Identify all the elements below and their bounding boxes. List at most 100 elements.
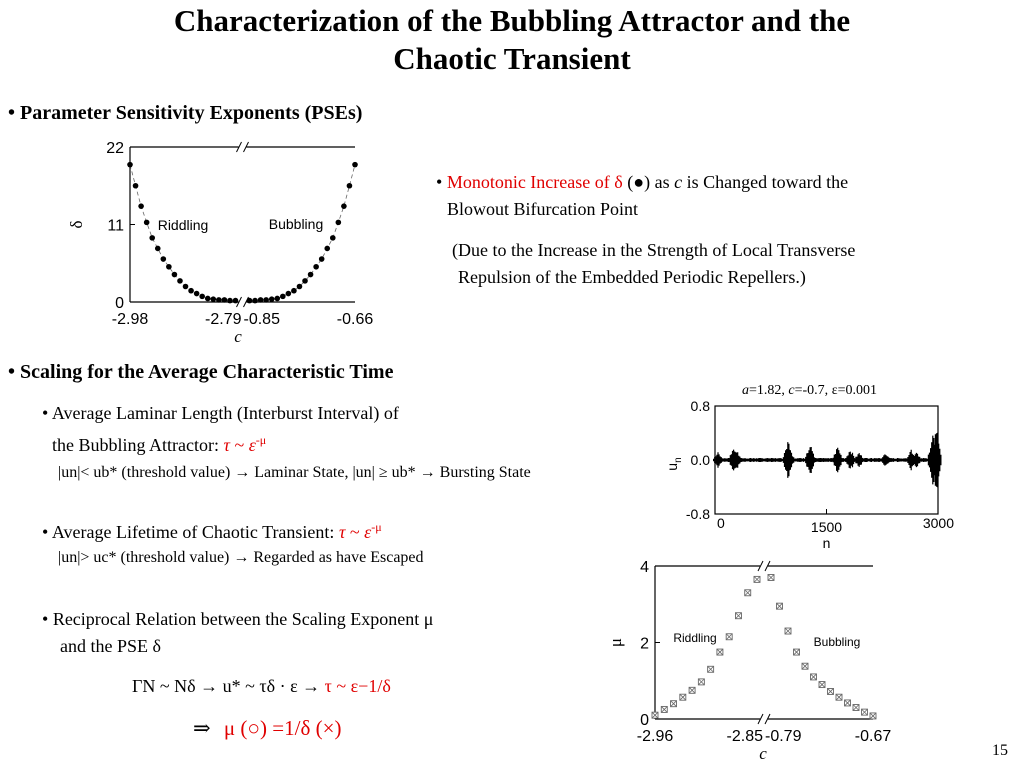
data-point [127, 161, 133, 168]
note-monotonic: • Monotonic Increase of δ (●) as c is Ch… [436, 169, 848, 196]
dot-symbol: ● [633, 172, 645, 192]
data-point [216, 297, 222, 303]
data-point-cross [768, 574, 774, 581]
laminar-line2: the Bubbling Attractor: τ ~ ε-μ [52, 427, 266, 459]
reciprocal-text: Reciprocal Relation between the Scaling … [52, 609, 434, 629]
axis-break-mark [764, 713, 771, 725]
axis-break-mark [236, 141, 242, 153]
x-tick-label: -2.85 [727, 728, 764, 745]
signal-burst [881, 454, 891, 466]
x-tick-label: -0.67 [855, 728, 892, 745]
signal-burst [854, 453, 865, 467]
data-point-cross [810, 674, 817, 680]
signal-burst [731, 452, 742, 468]
bullet: • [8, 361, 16, 383]
axis-break-gap [760, 713, 768, 725]
axis-break-mark [757, 560, 764, 572]
x-tick-label: 0 [717, 515, 725, 531]
lifetime-condition: |un|> uc* (threshold value) → Regarded a… [58, 549, 424, 566]
data-point [138, 203, 144, 209]
y-axis-label-subscript: n [673, 457, 684, 463]
data-point [199, 293, 205, 300]
lifetime-formula: τ ~ ε-μ [338, 520, 382, 542]
data-point-cross [680, 694, 686, 700]
x-axis-label: n [823, 535, 831, 551]
y-tick-label: 0.0 [691, 452, 711, 468]
result-line: ⇒ μ (○) =1/δ (×) [193, 716, 341, 741]
data-point [263, 297, 269, 303]
data-point [313, 263, 319, 270]
section-heading-text: Scaling for the Average Characteristic T… [20, 361, 394, 383]
x-tick-label: -2.96 [637, 728, 674, 745]
data-point-cross [870, 713, 876, 719]
data-point-cross [670, 700, 677, 707]
data-point [193, 290, 200, 297]
laminar-condition: |un|< ub* (threshold value) → Laminar St… [58, 464, 531, 481]
data-point-cross [853, 704, 859, 711]
data-point [143, 219, 150, 226]
equation-red: τ ~ ε−1/δ [324, 676, 391, 696]
data-point-cross [819, 681, 825, 688]
y-axis-label: δ [67, 220, 86, 228]
paren-open: ( [622, 172, 634, 192]
reciprocal-line1: • Reciprocal Relation between the Scalin… [42, 606, 433, 633]
reciprocal-equation: ΓN ~ Nδ → u* ~ τδ · ε → τ ~ ε−1/δ [132, 676, 391, 697]
riddling-label: Riddling [673, 631, 716, 645]
laminar-line1: • Average Laminar Length (Interburst Int… [42, 400, 399, 427]
x-tick-label: -0.79 [765, 728, 802, 745]
data-point [154, 245, 161, 252]
data-point-cross [689, 687, 695, 694]
data-point [335, 219, 342, 226]
bubbling-label: Bubbling [269, 216, 324, 232]
data-point [324, 245, 331, 252]
y-tick-label: -0.8 [686, 506, 710, 522]
signal-burst [845, 451, 856, 469]
implies-arrow: ⇒ [193, 716, 211, 740]
signal-burst [784, 449, 795, 471]
axis-break-mark [236, 296, 242, 308]
x-tick-label: -0.85 [244, 311, 281, 328]
axis-break-mark [243, 141, 249, 153]
data-point [171, 271, 178, 278]
data-point [210, 296, 217, 302]
data-point [274, 295, 281, 302]
bullet: • [436, 172, 443, 192]
data-point [296, 283, 303, 290]
axis-break-mark [757, 713, 764, 725]
data-point [177, 278, 183, 284]
data-point-cross [707, 666, 714, 673]
data-point-cross [698, 679, 705, 685]
y-tick-label: 2 [640, 636, 649, 653]
x-tick-label: -2.98 [112, 311, 149, 328]
data-point [188, 287, 194, 294]
mu-chart: 0 2 4 -2.96 -2.85 -0.79 -0.67 μ c Riddling Bubblin… [606, 559, 892, 763]
data-point [280, 293, 286, 300]
data-point [149, 235, 156, 241]
data-point-cross [776, 603, 783, 609]
data-dashed-line [249, 164, 356, 301]
data-point [307, 271, 314, 278]
lifetime-line: • Average Lifetime of Chaotic Transient:… [42, 514, 382, 546]
note-line2: Blowout Bifurcation Point [447, 199, 638, 219]
axis-break-gap [760, 560, 768, 572]
data-point-cross [744, 589, 751, 596]
laminar-formula: τ ~ ε-μ [223, 433, 267, 455]
delta-chart: 0 11 22 -2.98 -2.79 -0.85 -0.66 δ c Riddling Bubbl… [67, 140, 373, 346]
equation-text: ΓN ~ Nδ → u* ~ τδ · ε → [132, 676, 321, 696]
monotonic-increase-text: Monotonic Increase of δ [446, 172, 623, 192]
data-point [291, 287, 297, 294]
data-point [329, 235, 336, 241]
data-point [352, 161, 358, 168]
data-point-cross [735, 612, 742, 619]
axis-break-gap [238, 296, 247, 308]
data-point-cross [844, 700, 851, 706]
bullet: • [42, 609, 49, 629]
bullet: • [42, 403, 49, 423]
note-paren-line2: Repulsion of the Embedded Periodic Repel… [458, 267, 806, 287]
laminar-text-2: the Bubbling Attractor: [52, 435, 219, 455]
data-point [132, 182, 139, 189]
data-point [246, 297, 253, 304]
data-point-cross [836, 694, 842, 700]
